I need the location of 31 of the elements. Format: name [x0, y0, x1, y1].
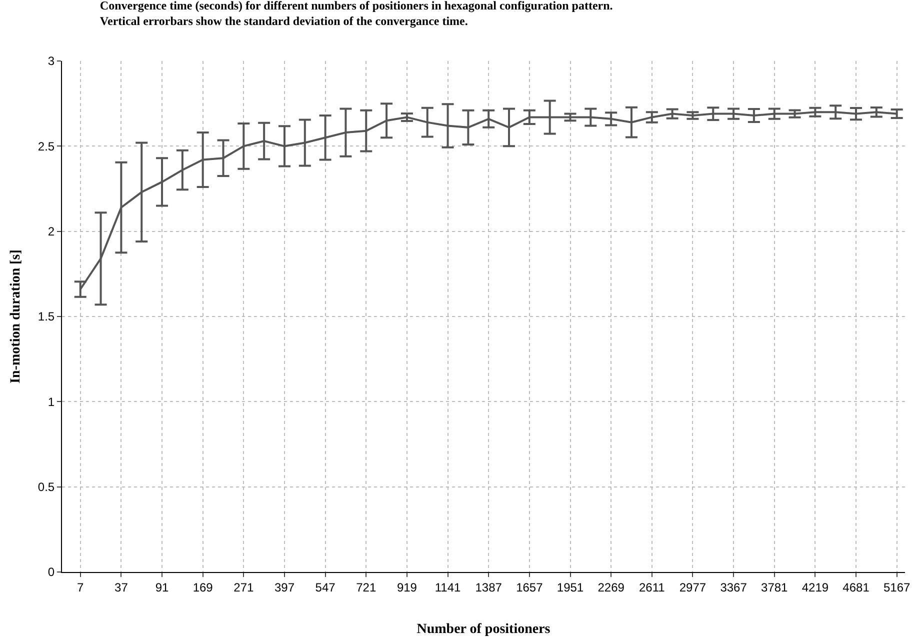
y-axis-title: In-motion duration [s]	[8, 250, 24, 384]
x-tick-label: 4681	[842, 580, 870, 594]
y-tick-label: 2.5	[38, 139, 55, 154]
x-tick-label: 1387	[475, 580, 502, 594]
x-axis-title: Number of positioners	[416, 622, 551, 637]
chart-title: Convergence time (seconds) for different numbers of positioners in hexagonal configuration pattern. Vertical errorbars show the standard deviation of the convergance time.	[100, 0, 613, 28]
x-tick-label: 1951	[556, 580, 584, 594]
x-tick-label: 37	[114, 580, 128, 594]
y-tick-label: 1.5	[38, 310, 55, 324]
x-tick-label: 721	[356, 580, 376, 594]
x-tick-label: 3781	[761, 580, 788, 594]
y-tick-label: 1	[48, 394, 55, 409]
x-tick-label: 919	[396, 580, 418, 594]
x-tick-label: 547	[315, 580, 336, 594]
x-tick-label: 397	[274, 580, 295, 594]
y-tick-label: 0	[48, 565, 55, 580]
x-tick-label: 3367	[720, 580, 748, 594]
x-tick-label: 4219	[802, 580, 829, 594]
x-tick-label: 1657	[516, 580, 544, 594]
x-tick-label: 7	[77, 580, 84, 594]
x-tick-label: 5167	[883, 580, 911, 594]
x-tick-label: 2269	[598, 580, 625, 594]
y-tick-label: 0.5	[38, 480, 55, 494]
y-tick-label: 3	[48, 54, 55, 68]
x-tick-label: 91	[155, 580, 170, 594]
x-tick-label: 2977	[679, 580, 706, 594]
x-tick-label: 2611	[638, 580, 666, 594]
x-tick-label: 271	[234, 580, 254, 594]
y-tick-label: 2	[48, 224, 55, 239]
x-tick-label: 169	[192, 580, 214, 594]
x-tick-label: 1141	[434, 580, 462, 594]
